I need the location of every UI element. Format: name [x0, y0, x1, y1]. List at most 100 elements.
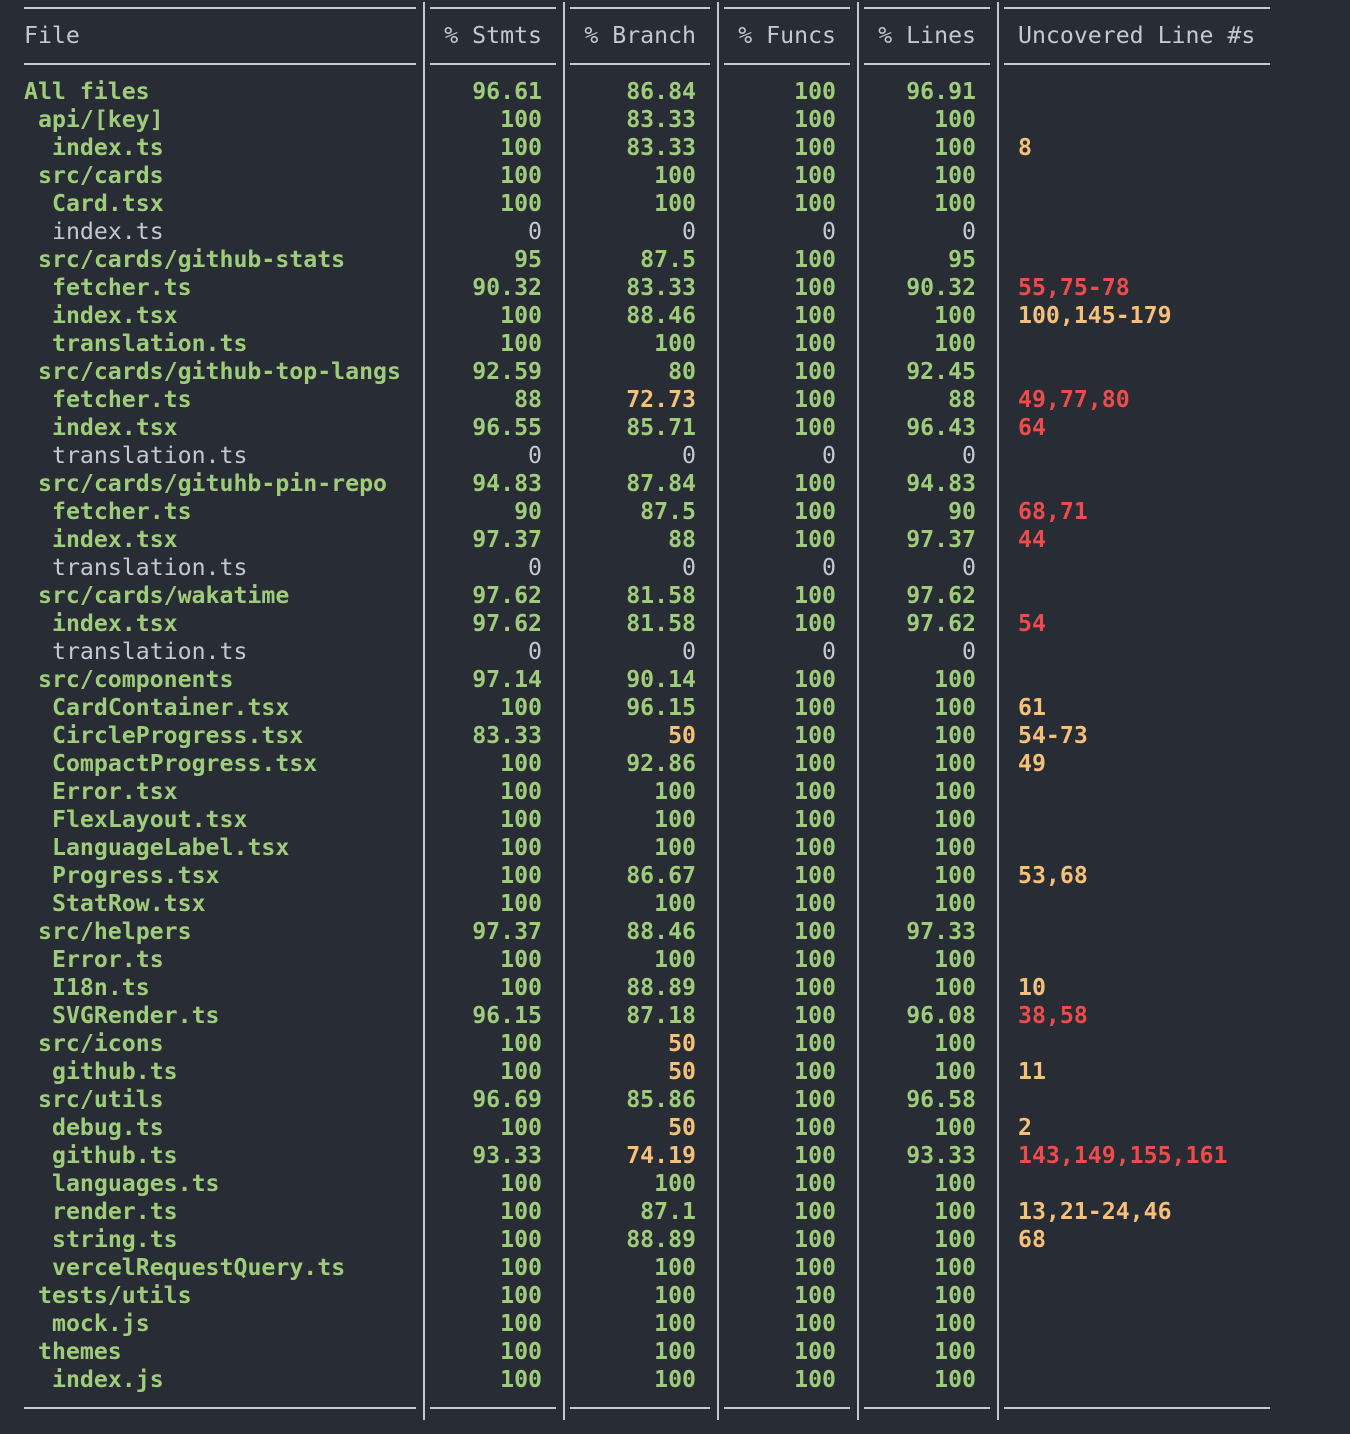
- branch-value: 83.33: [626, 134, 696, 161]
- stmts-value: 100: [500, 1198, 542, 1225]
- branch-value: 0: [682, 442, 696, 469]
- stmts-value: 100: [500, 1058, 542, 1085]
- lines-value: 100: [934, 750, 976, 777]
- lines-value: 100: [934, 1030, 976, 1057]
- branch-value: 85.71: [626, 414, 696, 441]
- uncovered-lines: 61: [1018, 694, 1046, 721]
- uncovered-lines: 38,58: [1018, 1002, 1088, 1029]
- branch-value: 81.58: [626, 582, 696, 609]
- file-name: src/cards/wakatime: [38, 582, 290, 609]
- lines-value: 0: [962, 218, 976, 245]
- stmts-value: 100: [500, 190, 542, 217]
- funcs-value: 100: [794, 274, 836, 301]
- stmts-value: 100: [500, 806, 542, 833]
- lines-value: 100: [934, 834, 976, 861]
- lines-value: 100: [934, 1282, 976, 1309]
- uncovered-lines: 11: [1018, 1058, 1046, 1085]
- file-name: LanguageLabel.tsx: [52, 834, 290, 861]
- file-name: I18n.ts: [52, 974, 150, 1001]
- file-name: translation.ts: [52, 554, 248, 581]
- funcs-value: 100: [794, 722, 836, 749]
- funcs-value: 100: [794, 1030, 836, 1057]
- file-name: api/[key]: [38, 106, 164, 133]
- branch-value: 88: [668, 526, 696, 553]
- uncovered-lines: 100,145-179: [1018, 302, 1172, 329]
- branch-value: 100: [654, 946, 696, 973]
- file-name: fetcher.ts: [52, 274, 192, 301]
- lines-value: 96.08: [906, 1002, 976, 1029]
- uncovered-lines: 2: [1018, 1114, 1032, 1141]
- column-separator: [563, 2, 565, 1420]
- lines-value: 100: [934, 946, 976, 973]
- header-branch: % Branch: [584, 22, 696, 49]
- lines-value: 100: [934, 974, 976, 1001]
- lines-value: 96.43: [906, 414, 976, 441]
- funcs-value: 100: [794, 526, 836, 553]
- file-name: translation.ts: [52, 638, 248, 665]
- uncovered-lines: 13,21-24,46: [1018, 1198, 1172, 1225]
- funcs-value: 100: [794, 106, 836, 133]
- stmts-value: 100: [500, 1310, 542, 1337]
- funcs-value: 100: [794, 358, 836, 385]
- file-name: src/cards/github-stats: [38, 246, 346, 273]
- stmts-value: 90: [514, 498, 542, 525]
- lines-value: 100: [934, 1338, 976, 1365]
- file-name: translation.ts: [52, 442, 248, 469]
- funcs-value: 100: [794, 610, 836, 637]
- file-name: Progress.tsx: [52, 862, 220, 889]
- stmts-value: 100: [500, 750, 542, 777]
- funcs-value: 0: [822, 218, 836, 245]
- funcs-value: 100: [794, 134, 836, 161]
- branch-value: 100: [654, 330, 696, 357]
- stmts-value: 100: [500, 302, 542, 329]
- stmts-value: 97.62: [472, 582, 542, 609]
- lines-value: 97.33: [906, 918, 976, 945]
- separator-rule: [724, 1407, 850, 1409]
- file-name: index.tsx: [52, 302, 178, 329]
- file-name: tests/utils: [38, 1282, 192, 1309]
- lines-value: 97.62: [906, 582, 976, 609]
- branch-value: 87.84: [626, 470, 696, 497]
- column-separator: [423, 2, 425, 1420]
- funcs-value: 100: [794, 666, 836, 693]
- funcs-value: 100: [794, 778, 836, 805]
- stmts-value: 90.32: [472, 274, 542, 301]
- lines-value: 0: [962, 554, 976, 581]
- stmts-value: 0: [528, 554, 542, 581]
- header-uncovered: Uncovered Line #s: [1018, 22, 1256, 49]
- branch-value: 100: [654, 834, 696, 861]
- stmts-value: 96.61: [472, 78, 542, 105]
- file-name: CompactProgress.tsx: [52, 750, 318, 777]
- branch-value: 100: [654, 1282, 696, 1309]
- file-name: themes: [38, 1338, 122, 1365]
- stmts-value: 100: [500, 974, 542, 1001]
- separator-rule: [1004, 7, 1270, 9]
- stmts-value: 100: [500, 1254, 542, 1281]
- file-name: Card.tsx: [52, 190, 164, 217]
- lines-value: 100: [934, 302, 976, 329]
- lines-value: 0: [962, 442, 976, 469]
- funcs-value: 100: [794, 862, 836, 889]
- stmts-value: 95: [514, 246, 542, 273]
- uncovered-lines: 64: [1018, 414, 1046, 441]
- separator-rule: [430, 7, 556, 9]
- branch-value: 50: [668, 1030, 696, 1057]
- branch-value: 88.89: [626, 1226, 696, 1253]
- stmts-value: 0: [528, 638, 542, 665]
- separator-rule: [1004, 1407, 1270, 1409]
- separator-rule: [864, 7, 990, 9]
- branch-value: 81.58: [626, 610, 696, 637]
- stmts-value: 100: [500, 862, 542, 889]
- separator-rule: [724, 63, 850, 65]
- lines-value: 100: [934, 1114, 976, 1141]
- funcs-value: 100: [794, 1226, 836, 1253]
- file-name: src/utils: [38, 1086, 164, 1113]
- column-separator: [857, 2, 859, 1420]
- lines-value: 96.91: [906, 78, 976, 105]
- uncovered-lines: 68,71: [1018, 498, 1088, 525]
- column-separator: [717, 2, 719, 1420]
- lines-value: 95: [948, 246, 976, 273]
- stmts-value: 0: [528, 218, 542, 245]
- coverage-header-row: File % Stmts % Branch % Funcs % Lines Un…: [0, 22, 1255, 50]
- branch-value: 85.86: [626, 1086, 696, 1113]
